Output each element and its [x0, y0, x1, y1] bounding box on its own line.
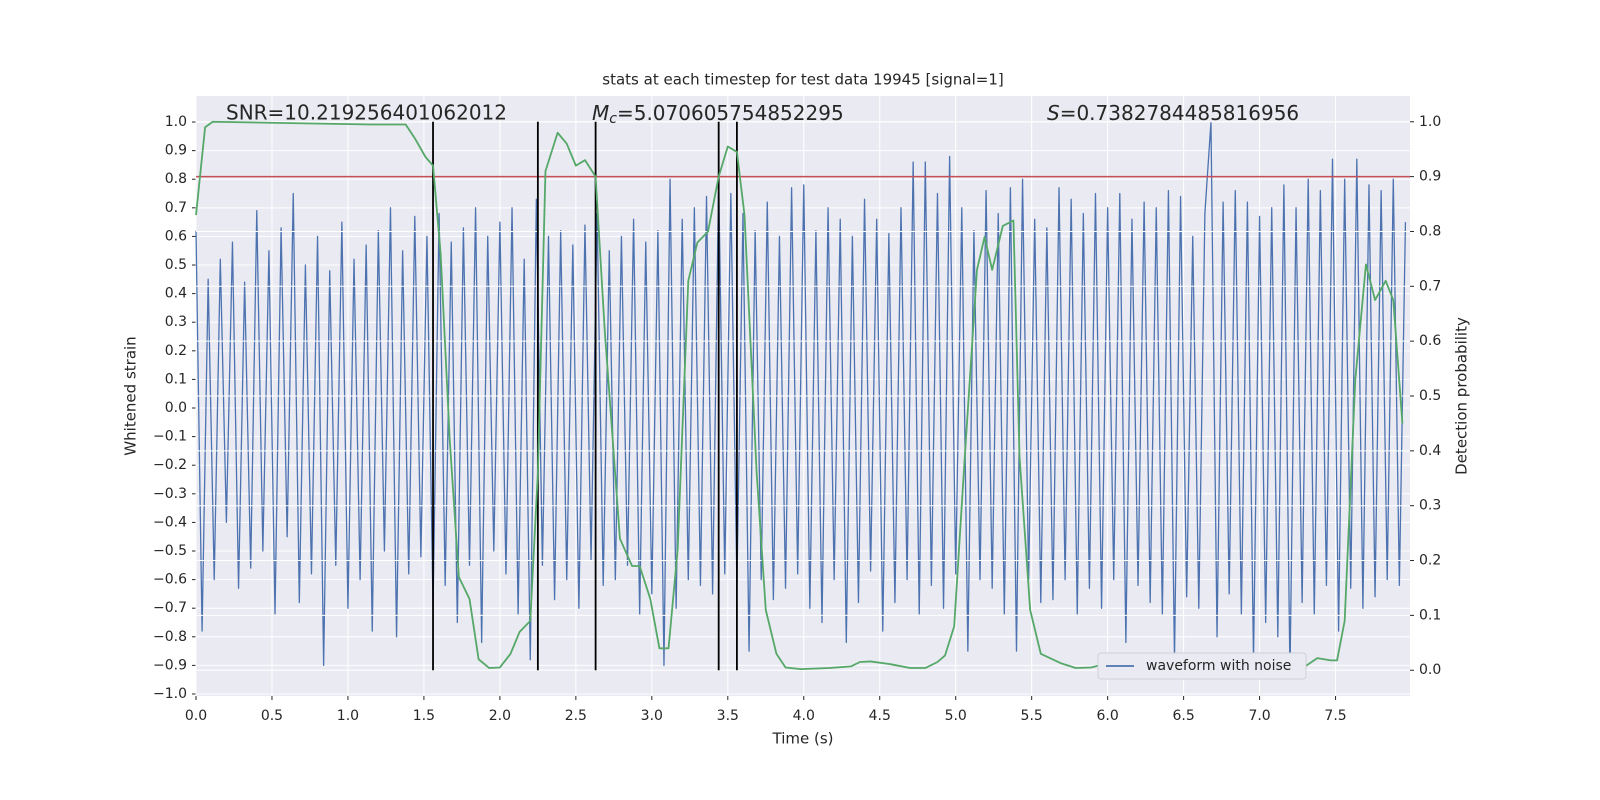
y2-tick-label: 0.1	[1419, 607, 1441, 623]
y-tick-label: −0.7	[153, 600, 187, 616]
y-tick-label: 0.6	[165, 228, 187, 244]
chart-title: stats at each timestep for test data 199…	[602, 71, 1003, 89]
y-tick-label: 0.4	[165, 286, 187, 302]
y2-tick-label: 0.8	[1419, 223, 1441, 239]
s-symbol: S	[1047, 101, 1060, 125]
y-tick-label: −0.1	[153, 429, 187, 445]
y2-tick-label: 1.0	[1419, 114, 1441, 130]
x-tick-label: 2.0	[489, 708, 511, 724]
y2-tick-label: 0.4	[1419, 443, 1441, 459]
x-tick-label: 1.0	[337, 708, 359, 724]
y-tick-label: −0.5	[153, 543, 187, 559]
y-tick-label: 0.8	[165, 171, 187, 187]
x-tick-label: 3.0	[641, 708, 663, 724]
x-tick-label: 2.5	[565, 708, 587, 724]
x-tick-label: 7.0	[1248, 708, 1270, 724]
y-tick-label: −0.4	[153, 514, 187, 530]
legend: waveform with noise	[1097, 652, 1307, 680]
snr-annotation: SNR=10.219256401062012	[226, 101, 507, 125]
y-tick-label: 1.0	[165, 114, 187, 130]
x-axis-label: Time (s)	[772, 730, 834, 748]
x-tick-label: 4.5	[869, 708, 891, 724]
y-tick-label: 0.5	[165, 257, 187, 273]
y-tick-label: −0.3	[153, 486, 187, 502]
y2-axis-label: Detection probability	[1453, 317, 1471, 475]
y2-tick-label: 0.5	[1419, 388, 1441, 404]
x-tick-label: 7.5	[1324, 708, 1346, 724]
legend-box	[1097, 652, 1307, 680]
x-tick-label: 6.0	[1097, 708, 1119, 724]
waveform-line	[195, 121, 1407, 675]
y-tick-label: 0.0	[165, 400, 187, 416]
y-tick-label: −0.2	[153, 457, 187, 473]
y-tick-label: 0.7	[165, 200, 187, 216]
x-tick-label: 5.0	[945, 708, 967, 724]
y-tick-label: 0.3	[165, 314, 187, 330]
x-tick-label: 0.0	[185, 708, 207, 724]
y-axis-label: Whitened strain	[122, 336, 140, 455]
y-tick-label: −0.6	[153, 572, 187, 588]
y-tick-label: −1.0	[153, 686, 187, 702]
x-tick-label: 6.5	[1172, 708, 1194, 724]
s-annotation: S=0.7382784485816956	[1047, 101, 1299, 125]
y2-tick-label: 0.6	[1419, 333, 1441, 349]
mc-annotation: Mc=5.070605754852295	[592, 101, 844, 128]
x-tick-label: 4.0	[793, 708, 815, 724]
y-tick-label: −0.8	[153, 629, 187, 645]
y2-tick-label: 0.7	[1419, 278, 1441, 294]
mc-value: =5.070605754852295	[617, 101, 844, 125]
mc-symbol: M	[592, 101, 609, 125]
y2-tick-label: 0.0	[1419, 662, 1441, 678]
y-tick-label: 0.9	[165, 143, 187, 159]
x-tick-label: 1.5	[413, 708, 435, 724]
y2-tick-label: 0.2	[1419, 553, 1441, 569]
under-layer: −1.0 −0.9 −0.8 −0.7 −0.6 −0.5 −0.4 −0.3 −0.2 −0.1…	[153, 96, 1410, 724]
mc-subscript: c	[609, 111, 617, 127]
y2-tick-label: 0.9	[1419, 169, 1441, 185]
x-tick-label: 5.5	[1021, 708, 1043, 724]
legend-label: waveform with noise	[1146, 658, 1291, 674]
over-layer: 0.0 0.1 0.2 0.3 0.4 0.5 0.6 0.7 0.8 0.9 1.0	[195, 114, 1441, 678]
x-tick-label: 3.5	[717, 708, 739, 724]
y-tick-label: 0.2	[165, 343, 187, 359]
y2-tick-label: 0.3	[1419, 498, 1441, 514]
s-value: =0.7382784485816956	[1060, 101, 1299, 125]
x-tick-label: 0.5	[261, 708, 283, 724]
y-tick-label: 0.1	[165, 371, 187, 387]
y-tick-label: −0.9	[153, 657, 187, 673]
